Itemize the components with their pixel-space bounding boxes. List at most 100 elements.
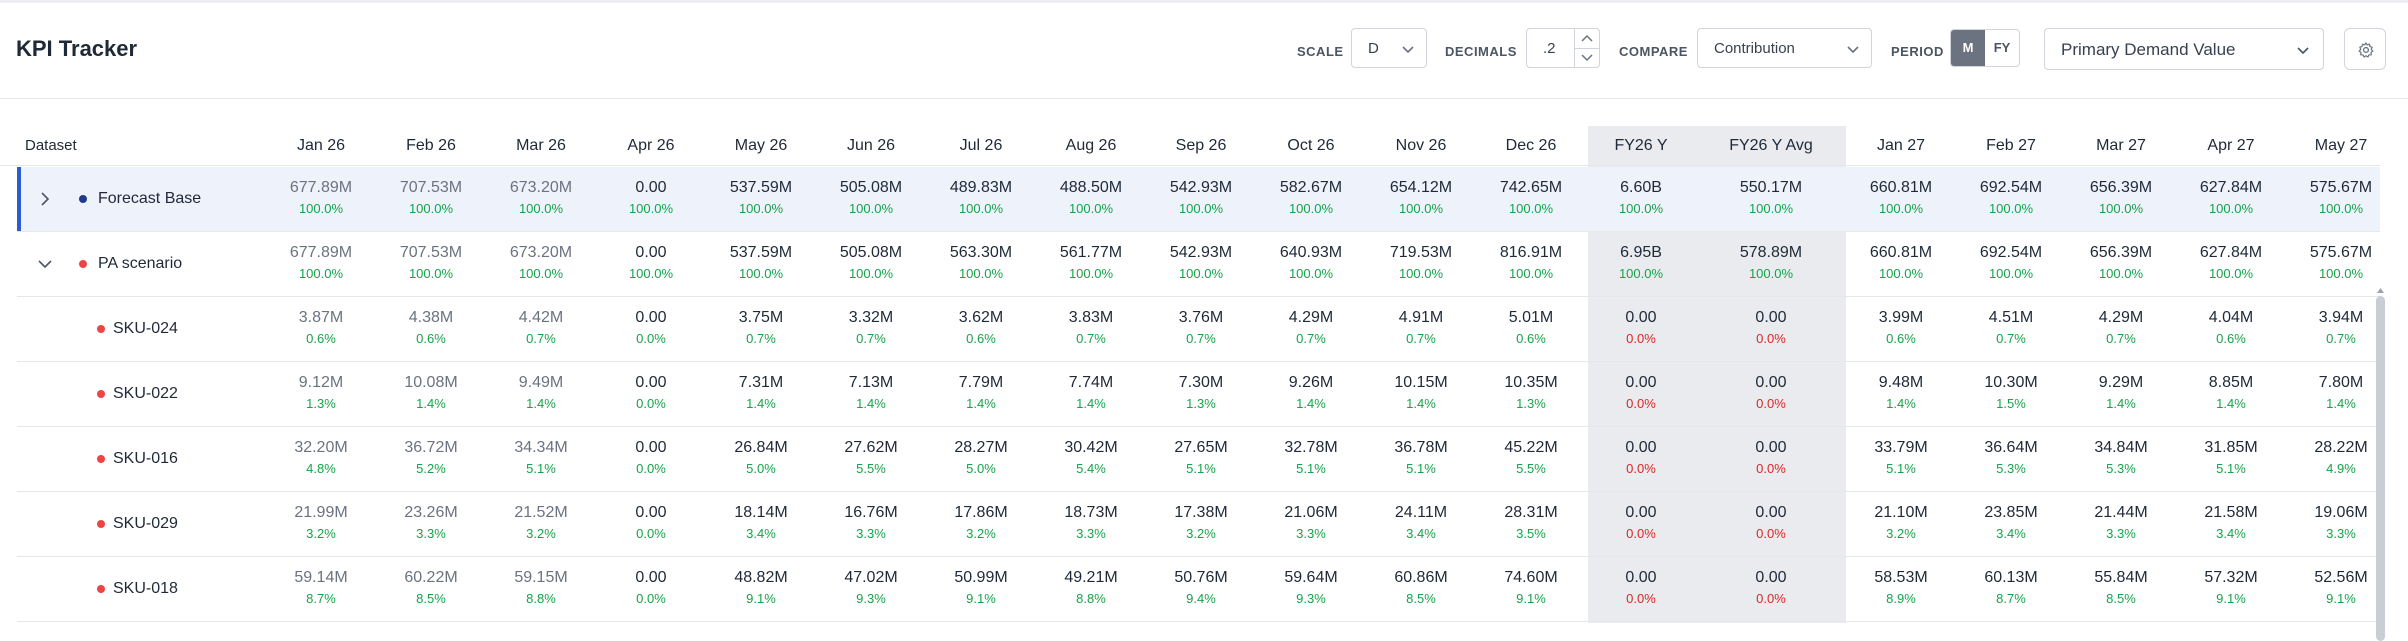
- table-cell[interactable]: 28.31M 3.5%: [1476, 502, 1586, 543]
- table-cell[interactable]: 673.20M 100.0%: [486, 177, 596, 218]
- table-cell[interactable]: 656.39M 100.0%: [2066, 177, 2176, 218]
- table-cell[interactable]: 34.84M 5.3%: [2066, 437, 2176, 478]
- table-cell[interactable]: 0.00 0.0%: [1716, 372, 1826, 413]
- table-cell[interactable]: 26.84M 5.0%: [706, 437, 816, 478]
- table-cell[interactable]: 23.85M 3.4%: [1956, 502, 2066, 543]
- table-cell[interactable]: 9.26M 1.4%: [1256, 372, 1366, 413]
- table-cell[interactable]: 8.85M 1.4%: [2176, 372, 2286, 413]
- table-cell[interactable]: 27.65M 5.1%: [1146, 437, 1256, 478]
- chevron-up-icon[interactable]: [1575, 29, 1599, 49]
- table-row[interactable]: SKU-018 59.14M 8.7% 60.22M 8.5% 59.15M 8.8% 0.0…: [17, 557, 2380, 622]
- table-cell[interactable]: 36.78M 5.1%: [1366, 437, 1476, 478]
- table-cell[interactable]: 21.52M 3.2%: [486, 502, 596, 543]
- table-cell[interactable]: 52.56M 9.1%: [2286, 567, 2396, 608]
- table-cell[interactable]: 505.08M 100.0%: [816, 242, 926, 283]
- table-cell[interactable]: 17.38M 3.2%: [1146, 502, 1256, 543]
- table-cell[interactable]: 0.00 0.0%: [596, 372, 706, 413]
- table-cell[interactable]: 5.01M 0.6%: [1476, 307, 1586, 348]
- measure-select[interactable]: Primary Demand Value: [2044, 28, 2324, 70]
- table-cell[interactable]: 47.02M 9.3%: [816, 567, 926, 608]
- table-cell[interactable]: 489.83M 100.0%: [926, 177, 1036, 218]
- column-header[interactable]: May 27: [2314, 137, 2368, 154]
- table-cell[interactable]: 27.62M 5.5%: [816, 437, 926, 478]
- period-option-m[interactable]: M: [1951, 30, 1985, 66]
- table-cell[interactable]: 707.53M 100.0%: [376, 177, 486, 218]
- table-cell[interactable]: 48.82M 9.1%: [706, 567, 816, 608]
- table-row[interactable]: PA scenario 677.89M 100.0% 707.53M 100.0% 673…: [17, 232, 2380, 297]
- chevron-down-icon[interactable]: [35, 254, 55, 274]
- table-cell[interactable]: 21.44M 3.3%: [2066, 502, 2176, 543]
- column-header[interactable]: Jun 26: [846, 137, 896, 154]
- table-cell[interactable]: 582.67M 100.0%: [1256, 177, 1366, 218]
- table-cell[interactable]: 3.87M 0.6%: [266, 307, 376, 348]
- table-cell[interactable]: 3.83M 0.7%: [1036, 307, 1146, 348]
- table-cell[interactable]: 816.91M 100.0%: [1476, 242, 1586, 283]
- table-cell[interactable]: 21.10M 3.2%: [1846, 502, 1956, 543]
- column-header[interactable]: Jul 26: [959, 137, 1003, 154]
- table-cell[interactable]: 0.00 0.0%: [596, 437, 706, 478]
- table-cell[interactable]: 7.30M 1.3%: [1146, 372, 1256, 413]
- table-cell[interactable]: 34.34M 5.1%: [486, 437, 596, 478]
- column-header[interactable]: Jan 26: [296, 137, 346, 154]
- table-cell[interactable]: 10.35M 1.3%: [1476, 372, 1586, 413]
- table-cell[interactable]: 677.89M 100.0%: [266, 242, 376, 283]
- table-cell[interactable]: 0.00 0.0%: [596, 307, 706, 348]
- table-cell[interactable]: 58.53M 8.9%: [1846, 567, 1956, 608]
- table-cell[interactable]: 9.48M 1.4%: [1846, 372, 1956, 413]
- table-row[interactable]: SKU-022 9.12M 1.3% 10.08M 1.4% 9.49M 1.4% 0.00 0…: [17, 362, 2380, 427]
- table-cell[interactable]: 4.51M 0.7%: [1956, 307, 2066, 348]
- table-cell[interactable]: 3.32M 0.7%: [816, 307, 926, 348]
- table-cell[interactable]: 563.30M 100.0%: [926, 242, 1036, 283]
- table-cell[interactable]: 24.11M 3.4%: [1366, 502, 1476, 543]
- table-cell[interactable]: 656.39M 100.0%: [2066, 242, 2176, 283]
- table-cell[interactable]: 7.80M 1.4%: [2286, 372, 2396, 413]
- table-row[interactable]: Forecast Base 677.89M 100.0% 707.53M 100.0% 6…: [17, 167, 2380, 232]
- column-header[interactable]: FY26 Y Avg: [1729, 137, 1813, 154]
- column-header[interactable]: Sep 26: [1175, 137, 1227, 154]
- table-cell[interactable]: 18.14M 3.4%: [706, 502, 816, 543]
- table-cell[interactable]: 0.00 0.0%: [1716, 567, 1826, 608]
- table-cell[interactable]: 505.08M 100.0%: [816, 177, 926, 218]
- table-cell[interactable]: 6.60B 100.0%: [1586, 177, 1696, 218]
- table-cell[interactable]: 3.75M 0.7%: [706, 307, 816, 348]
- table-cell[interactable]: 0.00 0.0%: [1586, 437, 1696, 478]
- table-cell[interactable]: 9.49M 1.4%: [486, 372, 596, 413]
- table-cell[interactable]: 7.74M 1.4%: [1036, 372, 1146, 413]
- table-cell[interactable]: 36.72M 5.2%: [376, 437, 486, 478]
- decimals-stepper[interactable]: .2: [1526, 28, 1600, 68]
- table-cell[interactable]: 707.53M 100.0%: [376, 242, 486, 283]
- table-cell[interactable]: 33.79M 5.1%: [1846, 437, 1956, 478]
- table-cell[interactable]: 7.31M 1.4%: [706, 372, 816, 413]
- table-cell[interactable]: 627.84M 100.0%: [2176, 242, 2286, 283]
- table-cell[interactable]: 4.42M 0.7%: [486, 307, 596, 348]
- table-cell[interactable]: 36.64M 5.3%: [1956, 437, 2066, 478]
- table-cell[interactable]: 0.00 100.0%: [596, 242, 706, 283]
- table-cell[interactable]: 59.15M 8.8%: [486, 567, 596, 608]
- column-header[interactable]: Mar 26: [516, 137, 566, 154]
- table-cell[interactable]: 18.73M 3.3%: [1036, 502, 1146, 543]
- table-cell[interactable]: 4.38M 0.6%: [376, 307, 486, 348]
- table-cell[interactable]: 30.42M 5.4%: [1036, 437, 1146, 478]
- table-row[interactable]: SKU-024 3.87M 0.6% 4.38M 0.6% 4.42M 0.7% 0.00 0.…: [17, 297, 2380, 362]
- table-cell[interactable]: 28.27M 5.0%: [926, 437, 1036, 478]
- column-header[interactable]: May 26: [734, 137, 788, 154]
- settings-button[interactable]: [2344, 28, 2386, 70]
- column-header[interactable]: Mar 27: [2096, 137, 2146, 154]
- table-cell[interactable]: 627.84M 100.0%: [2176, 177, 2286, 218]
- table-cell[interactable]: 32.20M 4.8%: [266, 437, 376, 478]
- table-cell[interactable]: 660.81M 100.0%: [1846, 242, 1956, 283]
- table-cell[interactable]: 60.86M 8.5%: [1366, 567, 1476, 608]
- table-cell[interactable]: 0.00 0.0%: [1586, 502, 1696, 543]
- table-cell[interactable]: 4.29M 0.7%: [1256, 307, 1366, 348]
- column-header[interactable]: Aug 26: [1065, 137, 1117, 154]
- scale-select[interactable]: D: [1351, 28, 1427, 68]
- table-cell[interactable]: 10.15M 1.4%: [1366, 372, 1476, 413]
- table-cell[interactable]: 537.59M 100.0%: [706, 177, 816, 218]
- table-cell[interactable]: 640.93M 100.0%: [1256, 242, 1366, 283]
- column-header[interactable]: Dec 26: [1505, 137, 1557, 154]
- table-cell[interactable]: 0.00 0.0%: [596, 567, 706, 608]
- period-option-fy[interactable]: FY: [1993, 40, 2011, 55]
- table-cell[interactable]: 0.00 0.0%: [596, 502, 706, 543]
- table-cell[interactable]: 677.89M 100.0%: [266, 177, 376, 218]
- table-cell[interactable]: 45.22M 5.5%: [1476, 437, 1586, 478]
